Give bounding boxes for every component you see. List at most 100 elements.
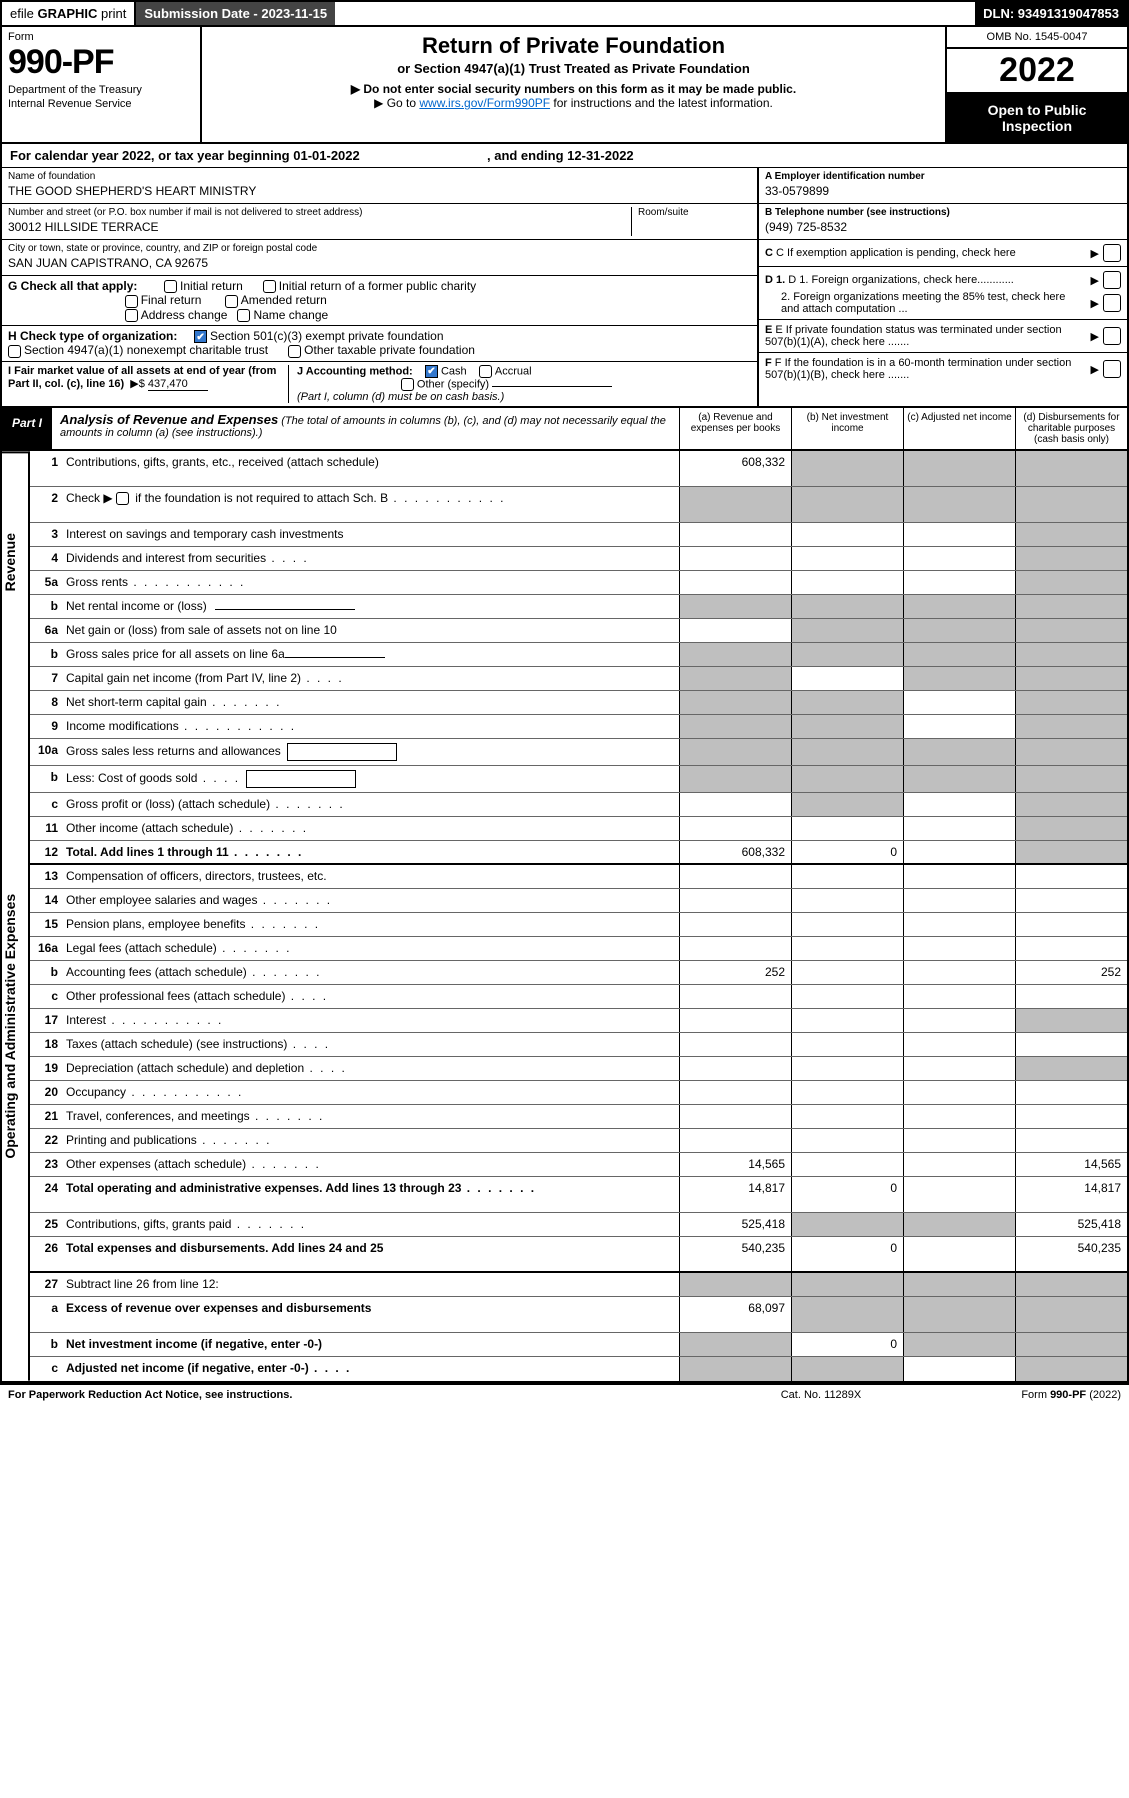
checkbox-initial[interactable] [164, 280, 177, 293]
checkbox-d2[interactable] [1103, 294, 1121, 312]
footer-left: For Paperwork Reduction Act Notice, see … [8, 1389, 721, 1401]
line-13: Compensation of officers, directors, tru… [64, 865, 679, 888]
g-label: G Check all that apply: [8, 279, 137, 293]
form-header: Form 990-PF Department of the Treasury I… [2, 27, 1127, 144]
form-title: Return of Private Foundation [208, 33, 939, 59]
line-27c: Adjusted net income (if negative, enter … [64, 1357, 679, 1381]
footer-right: Form 990-PF (2022) [921, 1389, 1121, 1401]
checkbox-c[interactable] [1103, 244, 1121, 262]
street-value: 30012 HILLSIDE TERRACE [8, 220, 631, 234]
f-label: F F If the foundation is in a 60-month t… [765, 357, 1087, 381]
col-c-header: (c) Adjusted net income [903, 408, 1015, 449]
line-10b: Less: Cost of goods sold [64, 766, 679, 792]
col-b-header: (b) Net investment income [791, 408, 903, 449]
dept-line2: Internal Revenue Service [8, 98, 194, 110]
line-4: Dividends and interest from securities [64, 547, 679, 570]
line-12: Total. Add lines 1 through 11 [64, 841, 679, 863]
line-14: Other employee salaries and wages [64, 889, 679, 912]
cell-25d: 525,418 [1015, 1213, 1127, 1236]
col-d-header: (d) Disbursements for charitable purpose… [1015, 408, 1127, 449]
line-10a: Gross sales less returns and allowances [64, 739, 679, 765]
line-22: Printing and publications [64, 1129, 679, 1152]
line-5b: Net rental income or (loss) [64, 595, 679, 618]
checkbox-othertax[interactable] [288, 345, 301, 358]
cell-12b: 0 [791, 841, 903, 863]
part1-table: Revenue Operating and Administrative Exp… [2, 451, 1127, 1381]
city-value: SAN JUAN CAPISTRANO, CA 92675 [8, 256, 751, 270]
line-16a: Legal fees (attach schedule) [64, 937, 679, 960]
cell-23a: 14,565 [679, 1153, 791, 1176]
line-5a: Gross rents [64, 571, 679, 594]
tax-year: 2022 [947, 49, 1127, 94]
form-subtitle: or Section 4947(a)(1) Trust Treated as P… [208, 61, 939, 76]
checkbox-cash[interactable] [425, 365, 438, 378]
efile-print: print [97, 6, 126, 21]
cell-16ba: 252 [679, 961, 791, 984]
checkbox-final[interactable] [125, 295, 138, 308]
line-20: Occupancy [64, 1081, 679, 1104]
checkbox-f[interactable] [1103, 360, 1121, 378]
calendar-year-line: For calendar year 2022, or tax year begi… [2, 144, 1127, 168]
line-2: Check ▶ if the foundation is not require… [64, 487, 679, 522]
h-label: H Check type of organization: [8, 329, 177, 343]
part1-title: Analysis of Revenue and Expenses [60, 412, 278, 427]
instr-line2: ▶ Go to www.irs.gov/Form990PF for instru… [208, 96, 939, 110]
efile-label: efile GRAPHIC print [2, 2, 136, 25]
line-18: Taxes (attach schedule) (see instruction… [64, 1033, 679, 1056]
cell-24a: 14,817 [679, 1177, 791, 1212]
line-24: Total operating and administrative expen… [64, 1177, 679, 1212]
checkbox-amended[interactable] [225, 295, 238, 308]
cell-24d: 14,817 [1015, 1177, 1127, 1212]
line-26: Total expenses and disbursements. Add li… [64, 1237, 679, 1271]
cell-25a: 525,418 [679, 1213, 791, 1236]
checkbox-501c3[interactable] [194, 330, 207, 343]
col-a-header: (a) Revenue and expenses per books [679, 408, 791, 449]
page-footer: For Paperwork Reduction Act Notice, see … [0, 1383, 1129, 1405]
cell-26d: 540,235 [1015, 1237, 1127, 1271]
checkbox-accrual[interactable] [479, 365, 492, 378]
j-label: J Accounting method: [297, 365, 413, 377]
checkbox-addr[interactable] [125, 309, 138, 322]
line-6b: Gross sales price for all assets on line… [64, 643, 679, 666]
dln-label: DLN: 93491319047853 [975, 2, 1127, 25]
name-label: Name of foundation [8, 171, 751, 182]
line-27: Subtract line 26 from line 12: [64, 1273, 679, 1296]
efile-prefix: efile [10, 6, 37, 21]
checkbox-schb[interactable] [116, 492, 129, 505]
entity-section: Name of foundation THE GOOD SHEPHERD'S H… [2, 168, 1127, 408]
cell-1a: 608,332 [679, 451, 791, 486]
ein-value: 33-0579899 [765, 184, 1121, 198]
efile-graphic: GRAPHIC [37, 6, 97, 21]
foundation-name: THE GOOD SHEPHERD'S HEART MINISTRY [8, 184, 751, 198]
sidelabel-revenue: Revenue [2, 451, 30, 671]
line-7: Capital gain net income (from Part IV, l… [64, 667, 679, 690]
checkbox-4947[interactable] [8, 345, 21, 358]
checkbox-e[interactable] [1103, 327, 1121, 345]
open-inspection: Open to Public Inspection [947, 94, 1127, 142]
sidelabel-expenses: Operating and Administrative Expenses [2, 671, 30, 1381]
form-number: 990-PF [8, 43, 194, 82]
checkbox-initial-former[interactable] [263, 280, 276, 293]
line-25: Contributions, gifts, grants paid [64, 1213, 679, 1236]
line-3: Interest on savings and temporary cash i… [64, 523, 679, 546]
line-16c: Other professional fees (attach schedule… [64, 985, 679, 1008]
d1-label: D 1. D 1. Foreign organizations, check h… [765, 274, 1087, 286]
checkbox-otheracct[interactable] [401, 378, 414, 391]
part1-badge: Part I [2, 408, 52, 449]
checkbox-namechg[interactable] [237, 309, 250, 322]
submission-date: Submission Date - 2023-11-15 [136, 2, 335, 25]
phone-value: (949) 725-8532 [765, 220, 1121, 234]
cell-27aa: 68,097 [679, 1297, 791, 1332]
checkbox-d1[interactable] [1103, 271, 1121, 289]
line-6a: Net gain or (loss) from sale of assets n… [64, 619, 679, 642]
a-label: A Employer identification number [765, 171, 1121, 182]
d2-label: 2. Foreign organizations meeting the 85%… [765, 291, 1087, 315]
j-note: (Part I, column (d) must be on cash basi… [297, 391, 504, 403]
instr-line1: ▶ Do not enter social security numbers o… [208, 82, 939, 96]
cell-12a: 608,332 [679, 841, 791, 863]
line-17: Interest [64, 1009, 679, 1032]
omb-number: OMB No. 1545-0047 [947, 27, 1127, 49]
cell-23d: 14,565 [1015, 1153, 1127, 1176]
b-label: B Telephone number (see instructions) [765, 207, 1121, 218]
irs-link[interactable]: www.irs.gov/Form990PF [419, 96, 550, 110]
